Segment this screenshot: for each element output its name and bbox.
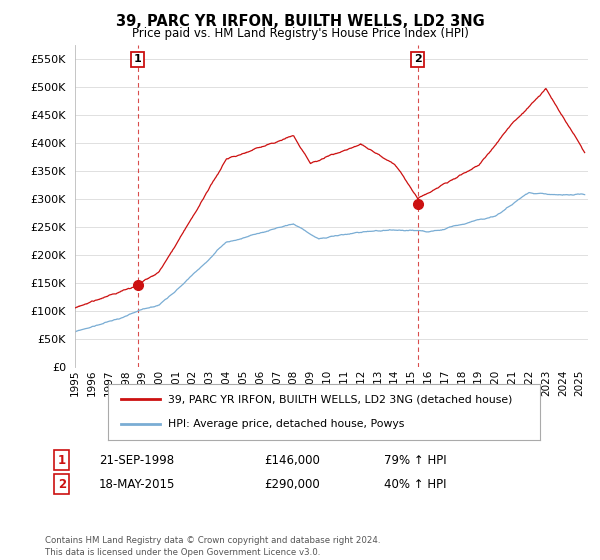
Text: HPI: Average price, detached house, Powys: HPI: Average price, detached house, Powy… [169, 419, 405, 429]
Text: 39, PARC YR IRFON, BUILTH WELLS, LD2 3NG (detached house): 39, PARC YR IRFON, BUILTH WELLS, LD2 3NG… [169, 394, 513, 404]
Text: 1: 1 [58, 454, 66, 467]
Text: 39, PARC YR IRFON, BUILTH WELLS, LD2 3NG: 39, PARC YR IRFON, BUILTH WELLS, LD2 3NG [116, 14, 484, 29]
Text: 21-SEP-1998: 21-SEP-1998 [99, 454, 174, 467]
Text: 40% ↑ HPI: 40% ↑ HPI [384, 478, 446, 491]
Text: 2: 2 [414, 54, 422, 64]
Text: Price paid vs. HM Land Registry's House Price Index (HPI): Price paid vs. HM Land Registry's House … [131, 27, 469, 40]
Text: £146,000: £146,000 [264, 454, 320, 467]
Text: £290,000: £290,000 [264, 478, 320, 491]
Text: 79% ↑ HPI: 79% ↑ HPI [384, 454, 446, 467]
Text: 2: 2 [58, 478, 66, 491]
Text: 1: 1 [134, 54, 142, 64]
Text: Contains HM Land Registry data © Crown copyright and database right 2024.
This d: Contains HM Land Registry data © Crown c… [45, 536, 380, 557]
Text: 18-MAY-2015: 18-MAY-2015 [99, 478, 175, 491]
